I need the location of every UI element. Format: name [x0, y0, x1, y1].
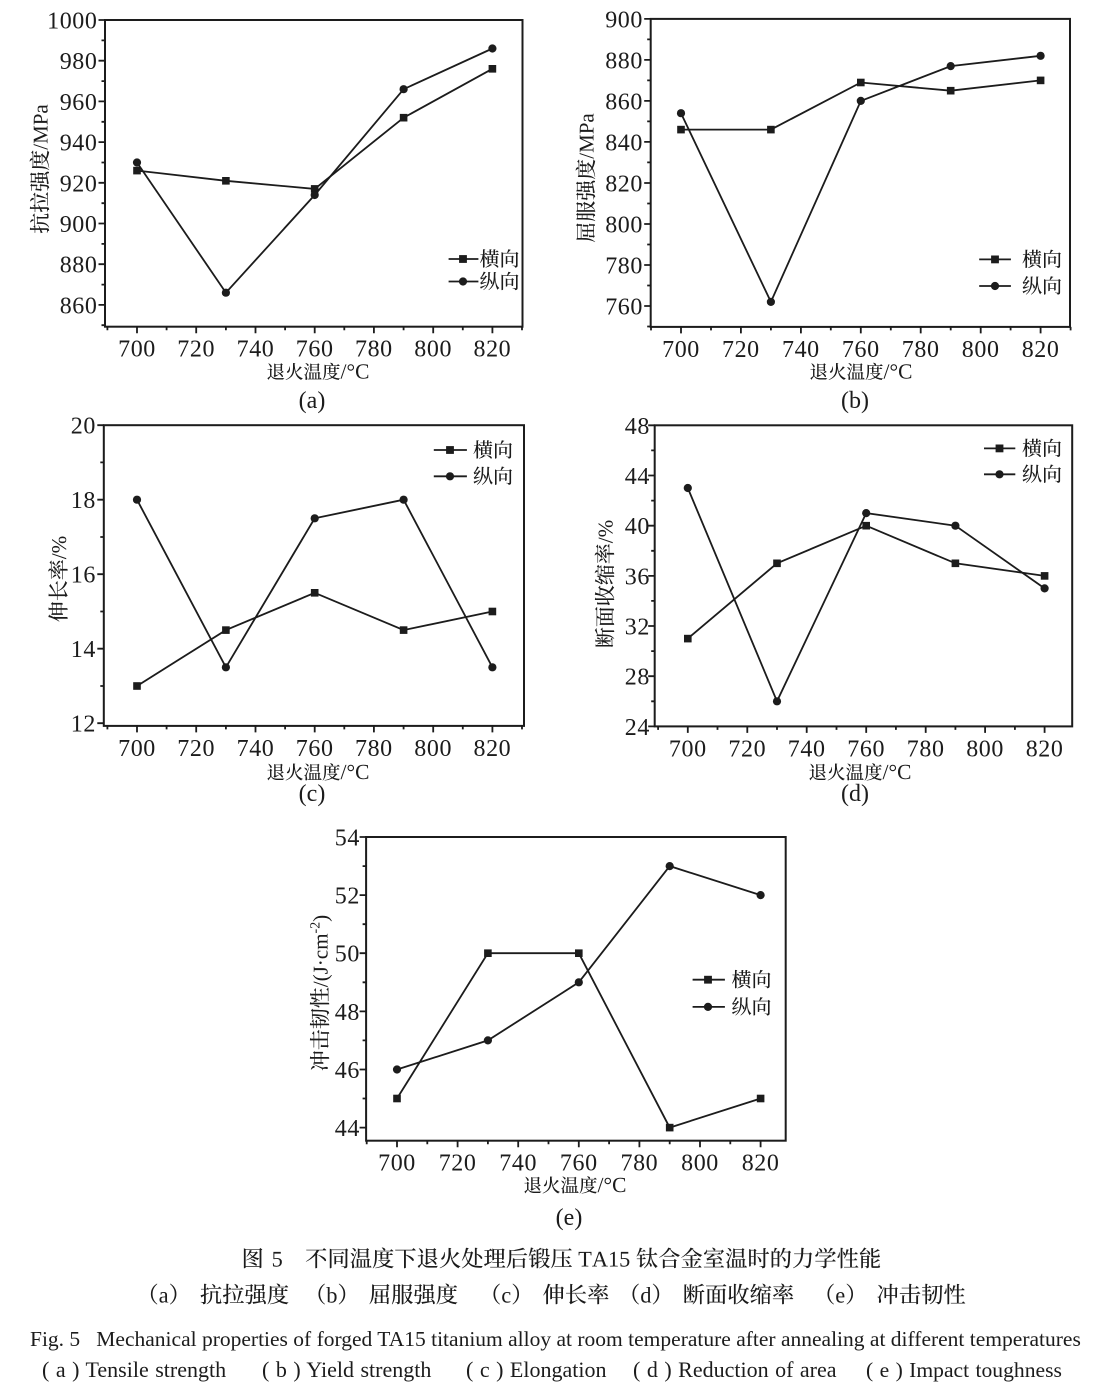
- svg-text:780: 780: [620, 1151, 658, 1177]
- svg-text:44: 44: [625, 464, 650, 490]
- svg-text:36: 36: [625, 564, 650, 590]
- svg-text:Fig. 5 Mechanical properties: Fig. 5 Mechanical properties of forged T…: [30, 1327, 1081, 1351]
- svg-text:24: 24: [625, 715, 650, 741]
- svg-text:(d): (d): [841, 781, 869, 807]
- svg-text:980: 980: [60, 49, 98, 75]
- svg-text:880: 880: [60, 253, 98, 279]
- svg-text:820: 820: [473, 337, 511, 363]
- svg-text:760: 760: [605, 295, 643, 321]
- svg-text:820: 820: [742, 1151, 780, 1177]
- svg-text:740: 740: [499, 1151, 537, 1177]
- svg-text:18: 18: [71, 488, 96, 514]
- svg-text:54: 54: [335, 826, 360, 852]
- svg-text:820: 820: [605, 172, 643, 198]
- svg-text:760: 760: [296, 337, 334, 363]
- svg-text:700: 700: [662, 337, 700, 363]
- svg-text:740: 740: [782, 337, 820, 363]
- svg-text:780: 780: [902, 337, 940, 363]
- svg-text:780: 780: [907, 736, 945, 762]
- svg-text:14: 14: [71, 637, 96, 663]
- svg-text:780: 780: [355, 337, 393, 363]
- svg-text:700: 700: [669, 736, 707, 762]
- svg-text:720: 720: [728, 736, 766, 762]
- svg-text:(a): (a): [299, 388, 326, 414]
- svg-text:(b): (b): [841, 388, 869, 414]
- svg-text:( b ) Yield strength: ( b ) Yield strength: [262, 1357, 431, 1382]
- svg-text:800: 800: [414, 736, 452, 762]
- svg-text:700: 700: [118, 337, 156, 363]
- svg-text:800: 800: [966, 736, 1004, 762]
- svg-text:820: 820: [473, 736, 511, 762]
- svg-text:780: 780: [605, 254, 643, 280]
- svg-text:700: 700: [378, 1151, 416, 1177]
- svg-text:900: 900: [605, 7, 643, 33]
- svg-text:52: 52: [335, 884, 360, 910]
- svg-text:740: 740: [788, 736, 826, 762]
- svg-text:50: 50: [335, 942, 360, 968]
- svg-text:720: 720: [722, 337, 760, 363]
- svg-text:820: 820: [1026, 736, 1064, 762]
- svg-text:880: 880: [605, 48, 643, 74]
- svg-text:760: 760: [842, 337, 880, 363]
- svg-text:32: 32: [625, 615, 650, 641]
- svg-text:760: 760: [847, 736, 885, 762]
- svg-text:960: 960: [60, 90, 98, 116]
- svg-text:900: 900: [60, 212, 98, 238]
- svg-text:840: 840: [605, 130, 643, 156]
- svg-text:800: 800: [681, 1151, 719, 1177]
- svg-text:860: 860: [605, 89, 643, 115]
- svg-text:28: 28: [625, 665, 650, 691]
- svg-text:920: 920: [60, 171, 98, 197]
- svg-text:(c): (c): [299, 781, 326, 807]
- svg-text:( c ) Elongation: ( c ) Elongation: [466, 1357, 606, 1382]
- svg-text:12: 12: [71, 712, 96, 738]
- svg-text:40: 40: [625, 514, 650, 540]
- svg-text:740: 740: [237, 736, 275, 762]
- svg-text:(e): (e): [556, 1205, 583, 1231]
- svg-text:48: 48: [625, 414, 650, 440]
- svg-text:20: 20: [71, 414, 96, 440]
- svg-text:( d ) Reduction of area: ( d ) Reduction of area: [633, 1357, 837, 1382]
- svg-text:( a ) Tensile strength: ( a ) Tensile strength: [42, 1357, 226, 1382]
- svg-text:48: 48: [335, 1000, 360, 1026]
- svg-text:1000: 1000: [47, 9, 97, 35]
- svg-text:800: 800: [414, 337, 452, 363]
- svg-text:( e ) Impact toughness: ( e ) Impact toughness: [866, 1358, 1062, 1382]
- svg-text:760: 760: [560, 1151, 598, 1177]
- svg-text:720: 720: [439, 1151, 477, 1177]
- svg-text:700: 700: [118, 736, 156, 762]
- svg-text:740: 740: [237, 337, 275, 363]
- svg-text:46: 46: [335, 1058, 360, 1084]
- svg-text:720: 720: [177, 337, 215, 363]
- svg-text:800: 800: [605, 213, 643, 239]
- svg-text:940: 940: [60, 131, 98, 157]
- svg-text:16: 16: [71, 563, 96, 589]
- svg-text:860: 860: [60, 293, 98, 319]
- svg-text:820: 820: [1022, 337, 1060, 363]
- svg-text:44: 44: [335, 1116, 360, 1142]
- svg-text:760: 760: [296, 736, 334, 762]
- svg-text:800: 800: [962, 337, 1000, 363]
- svg-text:720: 720: [177, 736, 215, 762]
- svg-text:780: 780: [355, 736, 393, 762]
